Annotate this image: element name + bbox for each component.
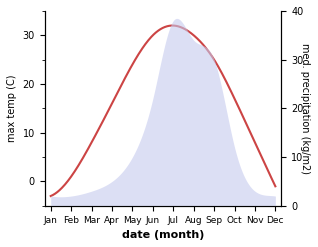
X-axis label: date (month): date (month) xyxy=(122,230,204,240)
Y-axis label: max temp (C): max temp (C) xyxy=(7,75,17,142)
Y-axis label: med. precipitation (kg/m2): med. precipitation (kg/m2) xyxy=(300,43,310,174)
